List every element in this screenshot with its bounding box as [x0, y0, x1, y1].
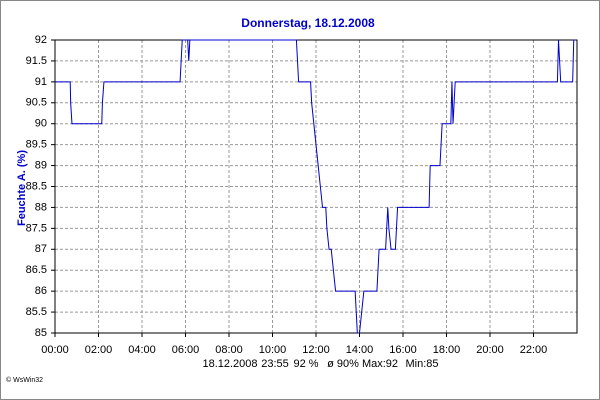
y-tick-label: 87 — [35, 243, 47, 255]
y-tick-label: 85 — [35, 327, 47, 339]
y-tick-label: 88 — [35, 201, 47, 213]
y-tick-label: 86.5 — [26, 264, 47, 276]
x-tick-label: 00:00 — [41, 344, 69, 356]
y-tick-label: 87.5 — [26, 222, 47, 234]
y-tick-label: 91.5 — [26, 55, 47, 67]
x-tick-label: 18:00 — [433, 344, 461, 356]
status-max: Max:92 — [362, 358, 398, 370]
x-tick-label: 08:00 — [215, 344, 243, 356]
chart-title: Donnerstag, 18.12.2008 — [241, 16, 375, 30]
y-tick-label: 85.5 — [26, 306, 47, 318]
y-tick-label: 92 — [35, 34, 47, 46]
plot-frame — [54, 39, 578, 334]
y-tick-label: 90.5 — [26, 97, 47, 109]
copyright: © WsWin32 — [6, 376, 43, 384]
x-tick-label: 06:00 — [172, 344, 200, 356]
x-tick-label: 12:00 — [302, 344, 330, 356]
x-tick-label: 22:00 — [520, 344, 548, 356]
x-tick-label: 04:00 — [128, 344, 156, 356]
status-bar: 18.12.2008 23:55 92 % ø 90% Max:92 Min:8… — [202, 358, 438, 370]
y-tick-label: 88.5 — [26, 180, 47, 192]
y-tick-label: 89 — [35, 159, 47, 171]
y-tick-label: 89.5 — [26, 139, 47, 151]
status-min: Min:85 — [405, 358, 438, 370]
x-tick-label: 14:00 — [346, 344, 374, 356]
status-time: 23:55 — [261, 358, 289, 370]
status-current: 92 % — [293, 358, 318, 370]
status-average: ø 90% — [327, 358, 359, 370]
y-tick-label: 90 — [35, 118, 47, 130]
status-date: 18.12.2008 — [202, 358, 257, 370]
y-tick-label: 91 — [35, 76, 47, 88]
y-axis-label: Feuchte A. (%) — [16, 150, 28, 226]
line — [55, 39, 576, 334]
x-tick-label: 16:00 — [389, 344, 417, 356]
x-tick-label: 20:00 — [476, 344, 504, 356]
y-tick-label: 86 — [35, 285, 47, 297]
x-tick-label: 02:00 — [85, 344, 113, 356]
x-tick-label: 10:00 — [259, 344, 287, 356]
